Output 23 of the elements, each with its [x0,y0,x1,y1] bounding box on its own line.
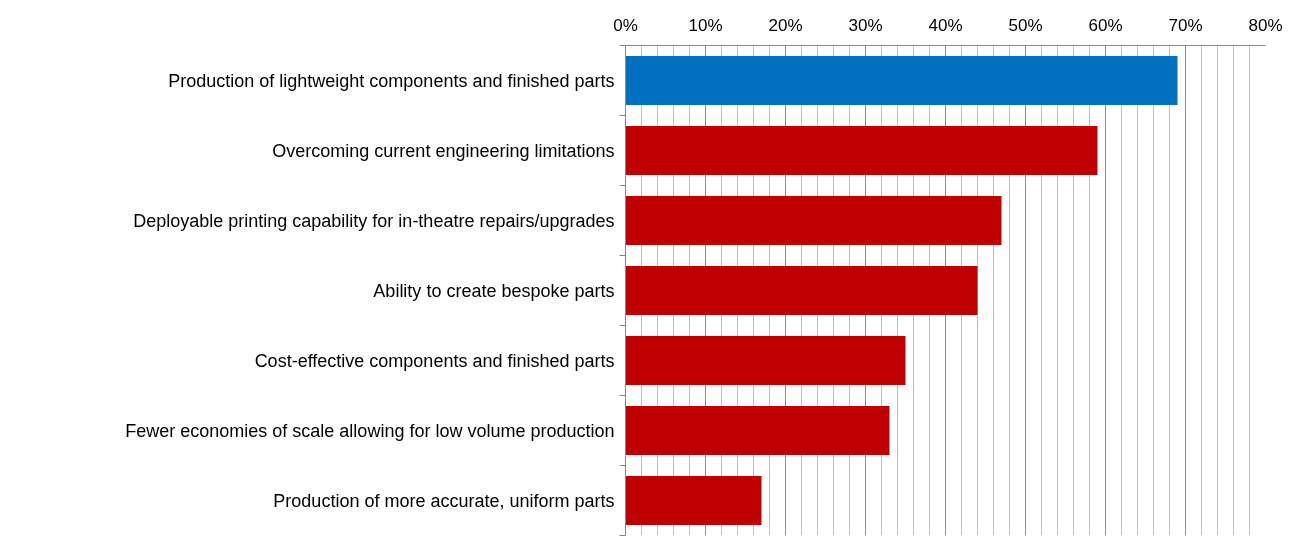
x-tick-label: 0% [613,15,638,35]
bar [625,336,906,385]
x-tick-label: 10% [688,15,723,35]
bar [625,406,890,455]
y-tick-label: Production of lightweight components and finished parts [168,70,615,91]
y-tick-label: Overcoming current engineering limitations [272,140,615,161]
bar [625,126,1098,175]
y-tick-label: Ability to create bespoke parts [373,280,615,301]
y-tick-label: Production of more accurate, uniform parts [273,490,615,511]
x-tick-label: 20% [768,15,803,35]
x-tick-label: 60% [1088,15,1123,35]
bar [625,266,978,315]
bar [625,476,762,525]
y-tick-label: Deployable printing capability for in-theatre repairs/upgrades [133,210,615,231]
bar [625,56,1178,105]
x-tick-label: 40% [928,15,963,35]
x-tick-label: 50% [1008,15,1043,35]
bar [625,196,1002,245]
y-tick-label: Cost-effective components and finished parts [254,350,615,371]
x-tick-label: 70% [1168,15,1203,35]
y-tick-label: Fewer economies of scale allowing for low volume production [125,420,615,441]
x-tick-label: 80% [1248,15,1283,35]
x-tick-label: 30% [848,15,883,35]
